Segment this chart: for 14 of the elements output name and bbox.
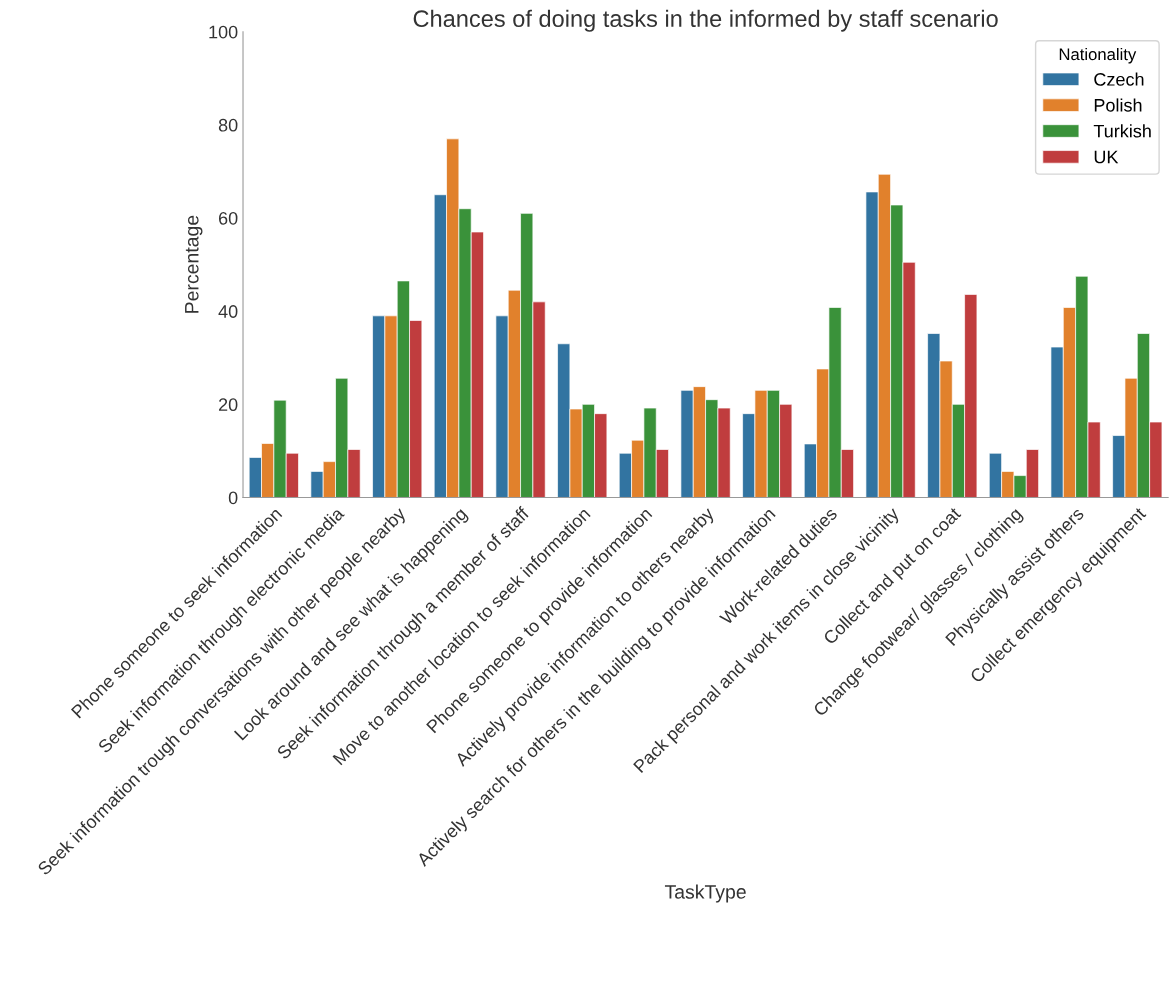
y-tick-label: 20 [218,398,238,412]
chart-title: Chances of doing tasks in the informed by staff scenario [413,9,998,32]
legend-title: Nationality [1059,47,1137,64]
y-axis-title: Percentage [185,215,203,313]
legend-label: Czech [1094,72,1144,86]
legend-label: Polish [1094,98,1142,112]
legend-label: UK [1094,150,1119,164]
y-tick-label: 40 [218,305,238,318]
y-tick-label: 0 [228,491,238,505]
x-axis-title: TaskType [664,884,746,903]
y-tick-label: 60 [218,211,238,225]
y-tick-label: 80 [218,118,238,132]
y-tick-label: 100 [209,25,238,39]
legend-label: Turkish [1093,124,1151,138]
